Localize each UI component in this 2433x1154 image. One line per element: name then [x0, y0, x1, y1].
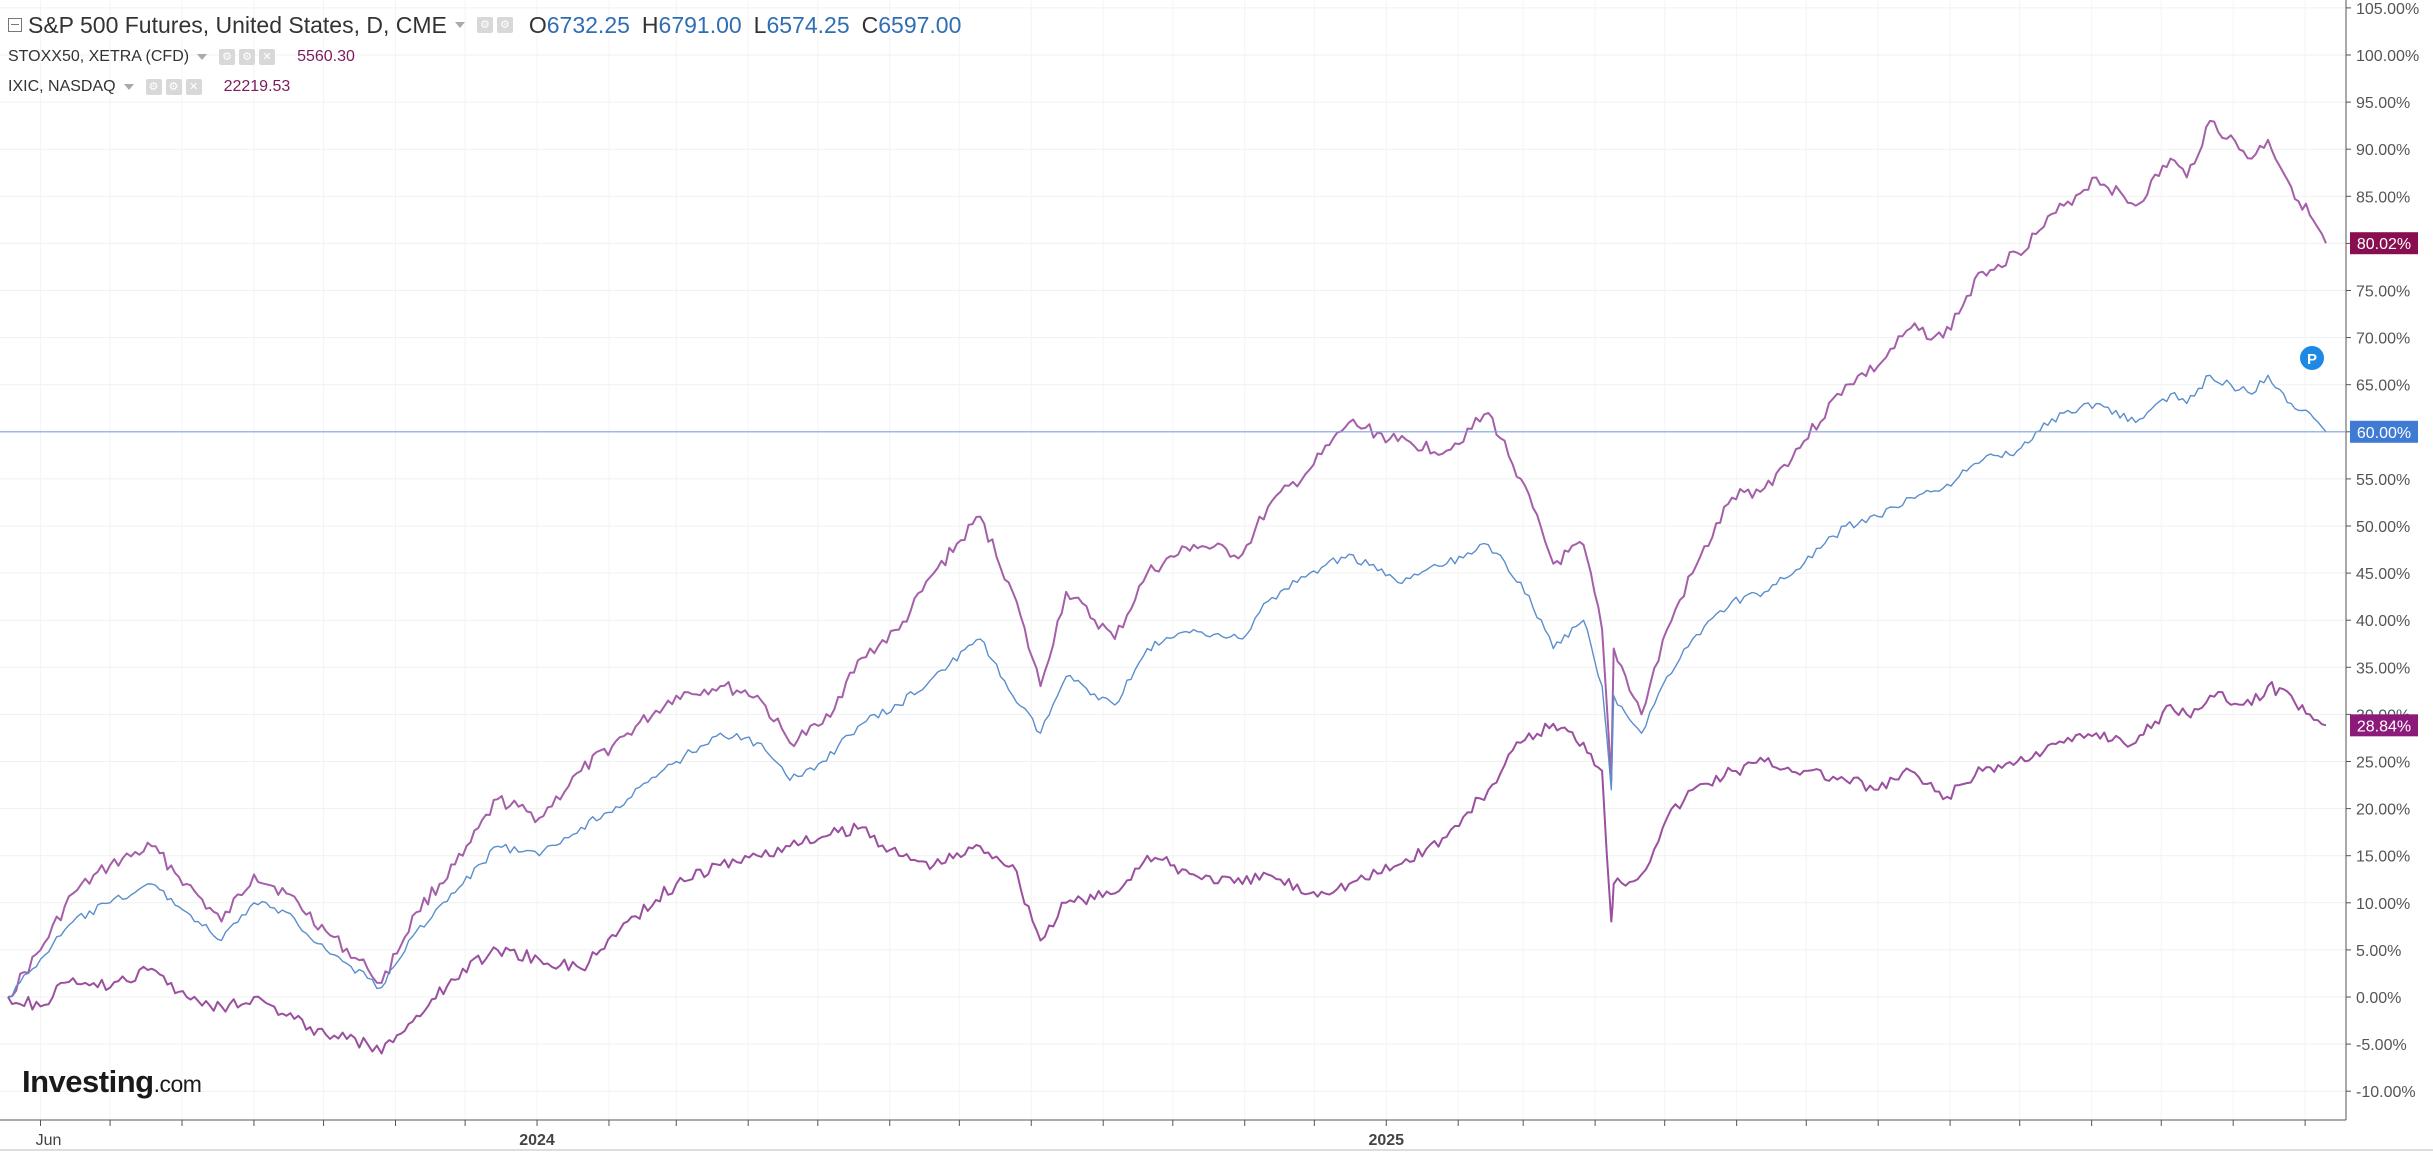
- compare-symbol-label[interactable]: IXIC, NASDAQ: [8, 78, 116, 95]
- series-line: [7, 681, 2327, 1055]
- y-tick-label: 25.00%: [2356, 755, 2410, 772]
- x-tick-label: Jun: [36, 1132, 62, 1149]
- x-tick-label: 2025: [1368, 1132, 1404, 1149]
- y-tick-label: 65.00%: [2356, 378, 2410, 395]
- settings-icon[interactable]: ⚙: [476, 17, 493, 33]
- last-value-badge: [2350, 232, 2418, 255]
- gear-icon[interactable]: ⚙: [165, 79, 182, 95]
- logo-suffix: .com: [153, 1071, 202, 1097]
- y-tick-label: 40.00%: [2356, 613, 2410, 630]
- y-tick-label: 105.00%: [2356, 1, 2419, 18]
- y-tick-label: 20.00%: [2356, 802, 2410, 819]
- compare-value: 22219.53: [223, 78, 291, 95]
- y-tick-label: 90.00%: [2356, 142, 2410, 159]
- y-tick-label: -10.00%: [2356, 1084, 2416, 1101]
- settings-icon[interactable]: ⚙: [219, 49, 236, 65]
- y-tick-label: 75.00%: [2356, 284, 2410, 301]
- last-value-label: 60.00%: [2357, 425, 2411, 442]
- overlay-markers: P: [0, 346, 2346, 433]
- open-key: O: [528, 11, 547, 38]
- y-tick-label: 55.00%: [2356, 472, 2410, 489]
- legend: S&P 500 Futures, United States, D, CME ⚙…: [8, 8, 961, 102]
- close-icon[interactable]: ✕: [259, 49, 276, 65]
- x-axis: Jun 2024 2025: [0, 1119, 2433, 1151]
- close-value: 6597.00: [878, 11, 962, 38]
- y-tick-label: 10.00%: [2356, 896, 2410, 913]
- high-key: H: [641, 11, 659, 38]
- close-icon[interactable]: ✕: [185, 79, 202, 95]
- y-tick-label: 5.00%: [2356, 943, 2401, 960]
- y-tick-label: -5.00%: [2356, 1037, 2407, 1054]
- y-tick-label: 15.00%: [2356, 849, 2410, 866]
- close-key: C: [861, 11, 879, 38]
- legend-compare-row: IXIC, NASDAQ ⚙ ⚙ ✕ 22219.53: [8, 72, 961, 102]
- y-tick-label: 35.00%: [2356, 660, 2410, 677]
- last-value-badge: [2350, 420, 2418, 443]
- last-value-badge: [2350, 714, 2418, 737]
- main-symbol-label[interactable]: S&P 500 Futures, United States, D, CME: [28, 11, 447, 38]
- legend-main-row: S&P 500 Futures, United States, D, CME ⚙…: [8, 8, 961, 42]
- x-tick-label: 2024: [519, 1132, 555, 1149]
- y-tick-label: 0.00%: [2356, 990, 2401, 1007]
- compare-value: 5560.30: [297, 48, 355, 65]
- y-tick-label: 45.00%: [2356, 566, 2410, 583]
- chevron-down-icon[interactable]: [197, 54, 208, 60]
- series-line: [7, 374, 2327, 998]
- pin-marker-icon: [2300, 346, 2324, 370]
- settings-icon[interactable]: ⚙: [145, 79, 162, 95]
- y-axis: 105.00%100.00%95.00%90.00%85.00%80.00%75…: [2345, 0, 2419, 1120]
- legend-compare-row: STOXX50, XETRA (CFD) ⚙ ⚙ ✕ 5560.30: [8, 42, 961, 72]
- investing-logo: Investing.com: [22, 1064, 202, 1100]
- series-lines: [7, 119, 2327, 1055]
- y-tick-label: 50.00%: [2356, 519, 2410, 536]
- compare-symbol-label[interactable]: STOXX50, XETRA (CFD): [8, 48, 190, 65]
- y-tick-label: 70.00%: [2356, 331, 2410, 348]
- logo-name: Investing: [22, 1064, 154, 1099]
- y-tick-label: 100.00%: [2356, 48, 2419, 65]
- y-tick-label: 95.00%: [2356, 95, 2410, 112]
- open-value: 6732.25: [546, 11, 630, 38]
- gear-icon[interactable]: ⚙: [239, 49, 256, 65]
- high-value: 6791.00: [658, 11, 742, 38]
- last-value-label: 28.84%: [2357, 718, 2411, 735]
- chevron-down-icon[interactable]: [123, 84, 134, 90]
- last-value-label: 80.02%: [2357, 236, 2411, 253]
- collapse-legend-icon[interactable]: [8, 18, 22, 32]
- gear-icon[interactable]: ⚙: [496, 17, 513, 33]
- low-value: 6574.25: [766, 11, 850, 38]
- low-key: L: [753, 11, 767, 38]
- pin-marker-label: P: [2307, 351, 2317, 368]
- series-line: [7, 119, 2327, 998]
- y-tick-label: 85.00%: [2356, 189, 2410, 206]
- chevron-down-icon[interactable]: [454, 22, 465, 28]
